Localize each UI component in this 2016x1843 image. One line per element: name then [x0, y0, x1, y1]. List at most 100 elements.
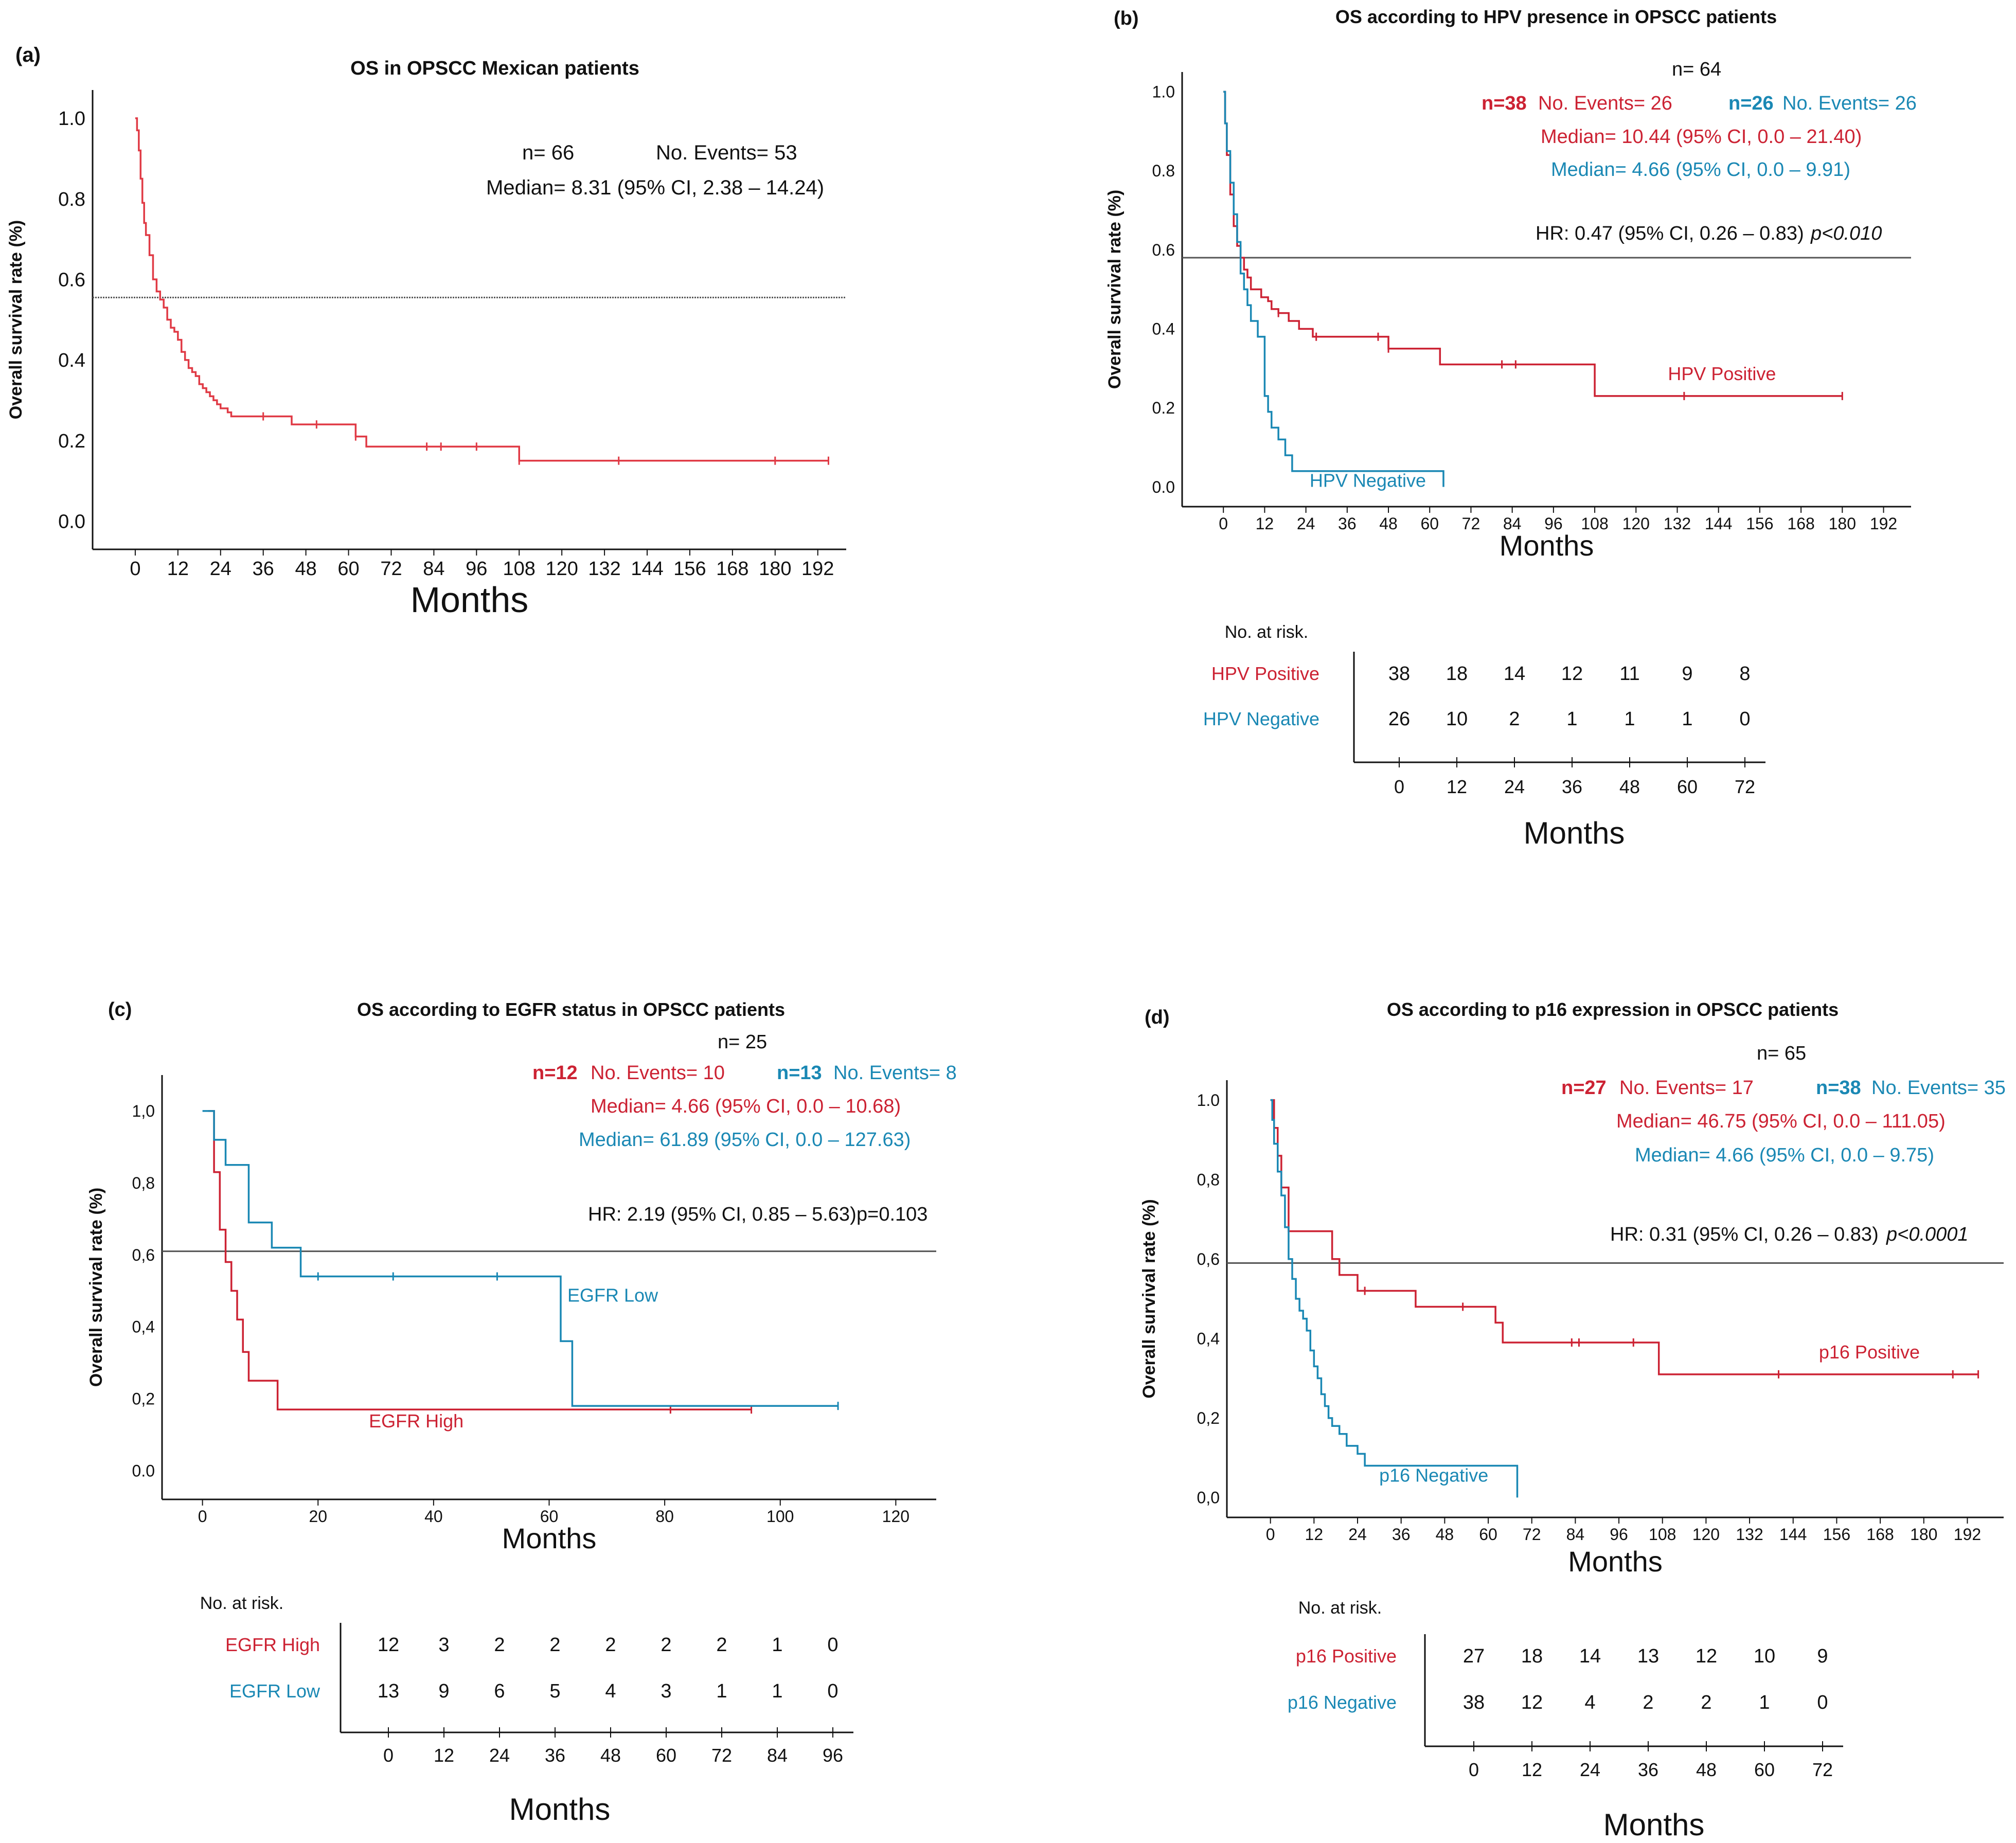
panel-b-y-tick-label: 0.2 [1152, 399, 1175, 417]
panel-b-risk-value: 8 [1739, 663, 1750, 685]
panel-b-y-axis-title: Overall survival rate (%) [1105, 190, 1125, 389]
panel-d-risk-value: 14 [1579, 1645, 1601, 1667]
panel-c-risk-value: 1 [716, 1680, 727, 1702]
panel-a-x-tick-label: 0 [130, 558, 140, 580]
panel-c-p: p=0.103 [857, 1204, 927, 1225]
panel-b-risk-value: 12 [1561, 663, 1583, 685]
panel-c-risk-value: 6 [494, 1680, 505, 1702]
panel-d-risk-value: 13 [1637, 1645, 1659, 1667]
panel-c-series-egfr-high [208, 1110, 752, 1410]
panel-d-risk-time: 24 [1580, 1759, 1600, 1780]
panel-b-x-tick-label: 96 [1544, 514, 1563, 533]
panel-c-risk-value: 13 [378, 1680, 399, 1702]
panel-b-hr: HR: 0.47 (95% CI, 0.26 – 0.83) [1536, 223, 1804, 244]
panel-b-risk-months: Months [1524, 816, 1625, 850]
panel-d-y-tick-label: 1.0 [1197, 1091, 1220, 1110]
panel-b-risk-value: 1 [1624, 708, 1635, 730]
panel-c-pos-n: n=12 [532, 1062, 578, 1084]
panel-c-tag: (c) [108, 999, 132, 1021]
panel-c-series-egfr-low [202, 1110, 838, 1407]
panel-d-risk-value: 27 [1463, 1645, 1485, 1667]
panel-b-x-tick-label: 48 [1379, 514, 1398, 533]
panel-c-x-tick-label: 100 [766, 1507, 794, 1526]
panel-b-stat-n: n= 64 [1672, 59, 1721, 80]
panel-c-risk-time: 36 [545, 1745, 565, 1766]
panel-b-risk-value: 1 [1682, 708, 1692, 730]
panel-d-x-tick-label: 120 [1692, 1525, 1720, 1544]
panel-d-x-tick-label: 156 [1823, 1525, 1850, 1544]
panel-b-risk-time: 24 [1504, 776, 1525, 797]
panel-b-x-tick-label: 12 [1256, 514, 1274, 533]
panel-b-x-tick-label: 60 [1420, 514, 1439, 533]
panel-b-risk-value: 11 [1619, 663, 1639, 685]
panel-c-risk-value: 5 [549, 1680, 560, 1702]
panel-c-risk-value: 2 [661, 1634, 671, 1656]
panel-a-x-tick-label: 24 [210, 558, 231, 580]
panel-d-series-p16-negative [1270, 1099, 1519, 1498]
panel-d-neg-median: Median= 4.66 (95% CI, 0.0 – 9.75) [1635, 1144, 1934, 1166]
panel-d-y-axis-title: Overall survival rate (%) [1139, 1199, 1159, 1398]
panel-b-risk-value: 1 [1566, 708, 1577, 730]
panel-b-risk-value: 0 [1739, 708, 1750, 730]
panel-d-x-tick-label: 180 [1910, 1525, 1937, 1544]
panel-c-risk-value: 3 [438, 1634, 449, 1656]
panel-b-title: OS according to HPV presence in OPSCC pa… [1335, 6, 1777, 27]
panel-d-y-tick-label: 0,8 [1197, 1170, 1220, 1189]
panel-c-risk-time: 72 [711, 1745, 732, 1766]
panel-a-y-tick-label: 0.0 [58, 511, 85, 532]
panel-b-y-tick-label: 0.8 [1152, 162, 1175, 180]
panel-d-risk-value: 9 [1817, 1645, 1828, 1667]
panel-d-risk-value: 0 [1817, 1692, 1828, 1713]
panel-d-x-tick-label: 36 [1392, 1525, 1411, 1544]
panel-b-risk-time: 60 [1677, 776, 1698, 797]
panel-b-x-tick-label: 0 [1219, 514, 1228, 533]
panel-d-x-tick-label: 12 [1305, 1525, 1324, 1544]
panel-a-y-tick-label: 1.0 [58, 108, 85, 130]
panel-a-x-tick-label: 72 [380, 558, 402, 580]
panel-a-stat-events: No. Events= 53 [656, 141, 797, 164]
panel-d-risk-value: 12 [1696, 1645, 1717, 1667]
panel-b-p: p<0.010 [1810, 223, 1882, 244]
panel-d-x-tick-label: 60 [1479, 1525, 1497, 1544]
panel-d-x-tick-label: 168 [1866, 1525, 1894, 1544]
panel-b-x-tick-label: 24 [1297, 514, 1315, 533]
panel-a-x-tick-label: 48 [295, 558, 316, 580]
panel-a-x-tick-label: 168 [716, 558, 748, 580]
panel-d-x-tick-label: 132 [1736, 1525, 1763, 1544]
panel-d-risk-title: No. at risk. [1298, 1598, 1382, 1618]
panel-d-x-tick-label: 192 [1954, 1525, 1981, 1544]
panel-b-x-tick-label: 144 [1705, 514, 1732, 533]
panel-c-risk-value: 9 [438, 1680, 449, 1702]
panel-a-tag: (a) [15, 44, 41, 66]
panel-b-y-tick-label: 0.0 [1152, 478, 1175, 496]
panel-a-stat-median: Median= 8.31 (95% CI, 2.38 – 14.24) [486, 176, 824, 199]
panel-d-curve-label: p16 Negative [1379, 1464, 1488, 1486]
panel-d-pos-events: No. Events= 17 [1619, 1077, 1754, 1099]
panel-c-risk-row-label: EGFR High [225, 1634, 320, 1655]
panel-d-risk-value: 18 [1521, 1645, 1543, 1667]
panel-a-x-tick-label: 84 [423, 558, 444, 580]
panel-a-stat-n: n= 66 [522, 141, 574, 164]
panel-c-y-tick-label: 0,6 [132, 1246, 155, 1264]
plot-layer: 0 12 24 36 48 60 72 84 96 108 120 132 144 156 168 180 19… [6, 72, 2004, 1842]
panel-c-risk-value: 4 [605, 1680, 616, 1702]
panel-c-hr: HR: 2.19 (95% CI, 0.85 – 5.63) [588, 1204, 857, 1225]
panel-d-risk-time: 12 [1522, 1759, 1542, 1780]
panel-a-y-axis-title: Overall survival rate (%) [6, 220, 26, 419]
panel-b-risk-row-label: HPV Negative [1203, 708, 1319, 729]
panel-c-risk-row-label: EGFR Low [229, 1680, 320, 1702]
panel-d-risk-months: Months [1603, 1808, 1705, 1842]
panel-b-series-hpv-positive [1223, 91, 1843, 397]
panel-d-x-tick-label: 0 [1266, 1525, 1275, 1544]
panel-b-risk-value: 26 [1388, 708, 1410, 730]
panel-d-risk-value: 38 [1463, 1692, 1485, 1713]
panel-a-x-tick-label: 180 [759, 558, 791, 580]
panel-d-risk-value: 12 [1521, 1692, 1543, 1713]
panel-b-x-tick-label: 108 [1581, 514, 1608, 533]
panel-d-risk-time: 36 [1638, 1759, 1658, 1780]
panel-b-y-tick-label: 0.4 [1152, 320, 1175, 338]
panel-b-risk-time: 72 [1735, 776, 1755, 797]
panel-a-x-tick-label: 96 [466, 558, 487, 580]
panel-d-y-tick-label: 0,6 [1197, 1250, 1220, 1268]
